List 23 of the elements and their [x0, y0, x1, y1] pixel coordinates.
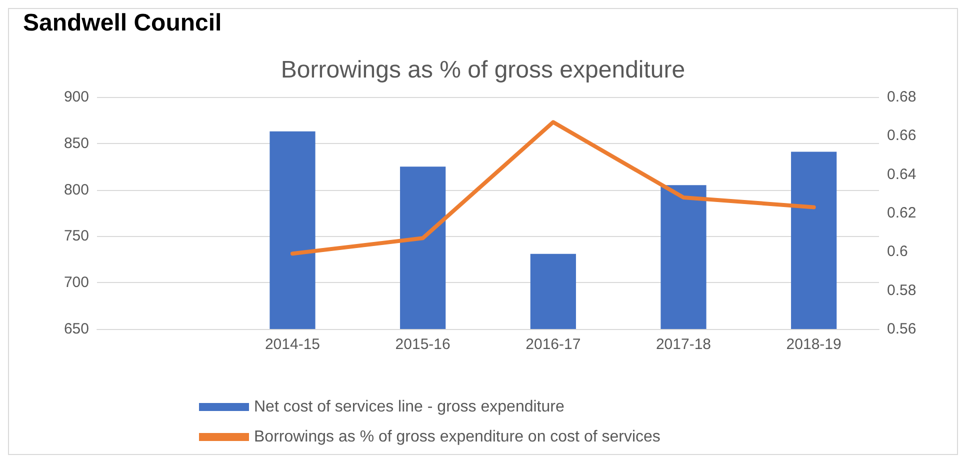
- y-tick-label: 700: [64, 274, 89, 292]
- chart-title: Borrowings as % of gross expenditure: [280, 56, 686, 84]
- y-tick-label: 850: [64, 134, 89, 152]
- y2-tick-label: 0.6: [887, 243, 908, 260]
- y2-tick-label: 0.62: [887, 204, 916, 222]
- legend-label: Borrowings as % of gross expenditure on cost of services: [254, 428, 660, 446]
- y2-tick-label: 0.64: [887, 166, 916, 183]
- y2-tick-label: 0.58: [887, 282, 916, 299]
- y-tick-label: 750: [64, 228, 89, 245]
- line-series: [290, 120, 816, 256]
- y2-tick-label: 0.56: [887, 320, 916, 338]
- x-tick-label: 2015-16: [395, 336, 450, 353]
- x-tick-label: 2017-18: [656, 336, 712, 353]
- x-tick-label: 2016-17: [526, 336, 581, 353]
- y2-tick-label: 0.68: [887, 88, 916, 106]
- text: Sandwell Council: [23, 10, 222, 36]
- x-tick-label: 2018-19: [786, 336, 842, 353]
- legend-label: Net cost of services line - gross expenditure: [254, 398, 564, 416]
- y-tick-label: 800: [64, 181, 89, 198]
- y-tick-label: 900: [64, 88, 89, 106]
- x-tick-label: 2014-15: [264, 336, 320, 353]
- y-tick-label: 650: [64, 320, 89, 338]
- y2-tick-label: 0.66: [887, 127, 916, 144]
